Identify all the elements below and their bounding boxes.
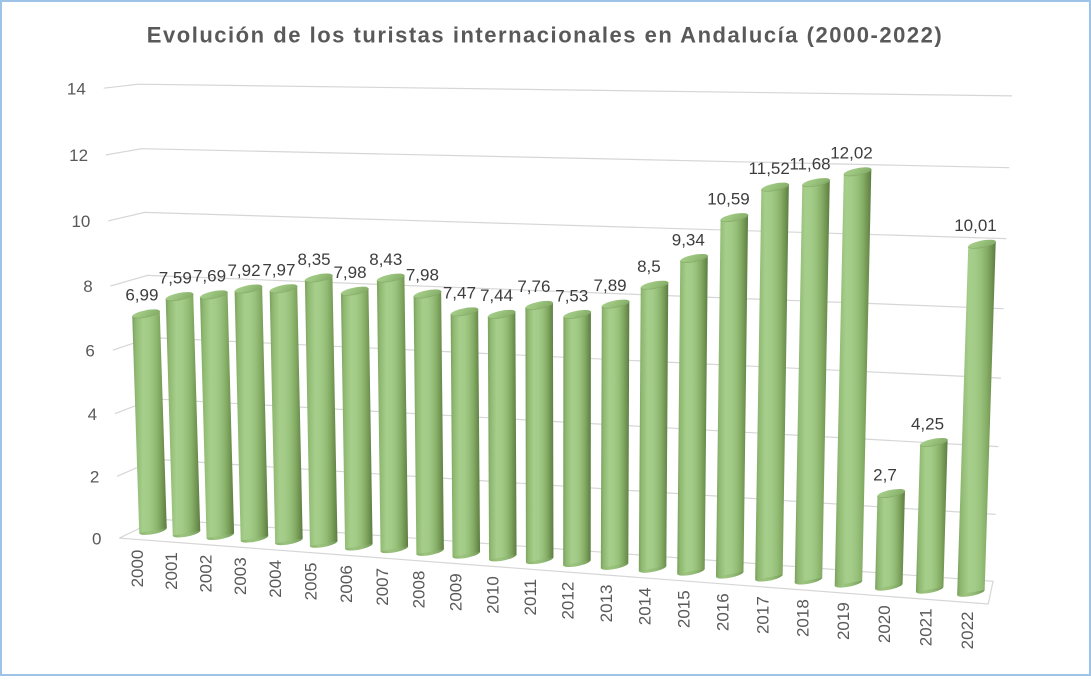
svg-text:2018: 2018 <box>794 599 813 637</box>
svg-text:0: 0 <box>92 529 101 548</box>
svg-text:7,47: 7,47 <box>443 284 476 303</box>
svg-text:7,44: 7,44 <box>480 286 513 305</box>
svg-text:12: 12 <box>69 146 88 165</box>
svg-text:6,99: 6,99 <box>125 286 158 305</box>
svg-text:7,98: 7,98 <box>333 263 366 282</box>
svg-text:11,52: 11,52 <box>749 159 790 178</box>
svg-text:12,02: 12,02 <box>830 144 873 163</box>
svg-text:2013: 2013 <box>597 585 616 623</box>
svg-text:2000: 2000 <box>128 550 147 588</box>
svg-text:7,89: 7,89 <box>594 276 627 295</box>
svg-text:2011: 2011 <box>521 579 540 616</box>
svg-text:2022: 2022 <box>958 612 977 650</box>
svg-text:2021: 2021 <box>916 608 935 646</box>
svg-text:8,5: 8,5 <box>637 257 661 276</box>
svg-text:10: 10 <box>71 212 90 231</box>
svg-text:2004: 2004 <box>266 560 285 598</box>
svg-text:10,59: 10,59 <box>707 189 750 208</box>
svg-text:Evolución de los turistas inte: Evolución de los turistas internacionale… <box>147 23 943 48</box>
svg-text:4,25: 4,25 <box>911 414 944 433</box>
svg-text:11,68: 11,68 <box>789 154 830 173</box>
svg-text:2015: 2015 <box>674 590 693 628</box>
svg-text:9,34: 9,34 <box>672 230 705 249</box>
svg-text:2005: 2005 <box>301 563 320 601</box>
svg-text:7,59: 7,59 <box>159 268 192 287</box>
svg-text:2: 2 <box>90 468 99 487</box>
svg-text:2010: 2010 <box>483 576 502 614</box>
svg-text:7,53: 7,53 <box>555 286 588 305</box>
svg-text:2019: 2019 <box>834 602 853 640</box>
svg-text:7,76: 7,76 <box>517 277 550 296</box>
svg-text:10,01: 10,01 <box>954 216 997 235</box>
svg-text:2020: 2020 <box>875 605 894 643</box>
svg-text:8: 8 <box>83 277 92 296</box>
svg-text:8,35: 8,35 <box>298 250 331 269</box>
svg-text:2002: 2002 <box>196 555 215 593</box>
svg-text:2014: 2014 <box>635 587 654 625</box>
svg-text:2001: 2001 <box>162 552 181 590</box>
svg-text:7,92: 7,92 <box>227 261 260 280</box>
svg-text:14: 14 <box>67 79 86 98</box>
svg-text:4: 4 <box>88 405 97 424</box>
svg-text:2017: 2017 <box>753 596 772 634</box>
svg-text:7,69: 7,69 <box>193 267 226 286</box>
svg-text:8,43: 8,43 <box>369 250 402 269</box>
svg-text:2008: 2008 <box>410 571 429 609</box>
svg-text:7,98: 7,98 <box>406 266 439 285</box>
svg-text:2016: 2016 <box>714 593 733 631</box>
svg-text:2,7: 2,7 <box>873 465 897 484</box>
svg-text:2009: 2009 <box>446 573 465 611</box>
svg-text:2007: 2007 <box>373 568 392 606</box>
svg-text:2006: 2006 <box>337 565 356 603</box>
svg-text:7,97: 7,97 <box>262 261 295 280</box>
svg-text:2003: 2003 <box>231 557 250 595</box>
svg-text:6: 6 <box>85 341 94 360</box>
svg-text:2012: 2012 <box>559 582 578 620</box>
